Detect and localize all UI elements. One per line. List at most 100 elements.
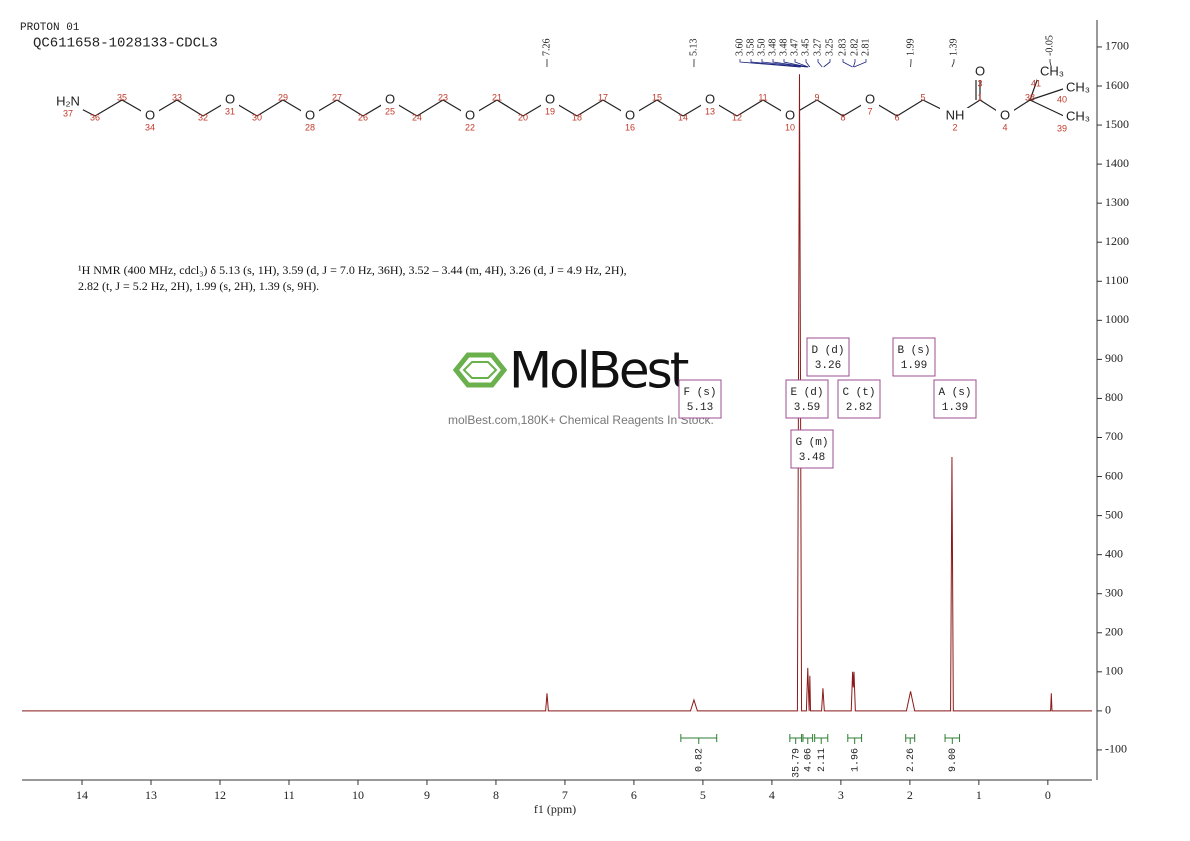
multiplet-name: F (s) xyxy=(683,387,716,399)
atom-label: O xyxy=(305,107,315,122)
atom-number: 12 xyxy=(732,112,742,122)
atom-bg xyxy=(1037,64,1067,80)
logo xyxy=(452,352,508,388)
y-tick-label: 1600 xyxy=(1105,78,1129,92)
y-tick-label: 1300 xyxy=(1105,195,1129,209)
peak-label: 3.47 xyxy=(789,39,800,57)
atom-number: 2 xyxy=(952,122,957,132)
peak-label: 3.27 xyxy=(812,39,823,57)
tagline: molBest.com,180K+ Chemical Reagents In S… xyxy=(448,413,714,427)
bond xyxy=(94,99,123,117)
multiplet-name: C (t) xyxy=(842,387,875,399)
description: ¹H NMR (400 MHz, cdcl₃) δ 5.13 (s, 1H), … xyxy=(78,263,627,293)
atom-bg xyxy=(861,92,879,108)
atom-number: 30 xyxy=(252,112,262,122)
multiplet-box xyxy=(933,379,977,419)
atom-number: 18 xyxy=(572,112,582,122)
y-tick-label: 0 xyxy=(1105,703,1111,717)
atom-number: 19 xyxy=(545,106,555,116)
atom-number: 40 xyxy=(1057,94,1067,104)
peak-label: 3.48 xyxy=(767,39,778,57)
description-box: ¹H NMR (400 MHz, cdcl₃) δ 5.13 (s, 1H), … xyxy=(78,263,627,293)
peak-label: 2.81 xyxy=(860,39,871,57)
atom-bg xyxy=(1063,80,1093,96)
integral-bracket xyxy=(905,734,916,744)
multiplet-box xyxy=(678,379,722,419)
atom-label: NH xyxy=(946,107,965,122)
atom-number: 38 xyxy=(1025,92,1035,102)
y-tick-label: 1500 xyxy=(1105,117,1129,131)
bond xyxy=(816,99,844,117)
multiplet-name: D (d) xyxy=(811,345,844,357)
y-tick-label: 400 xyxy=(1105,546,1123,560)
atom-number: 25 xyxy=(385,106,395,116)
x-tick-label: 2 xyxy=(907,788,913,802)
y-tick-label: 1400 xyxy=(1105,156,1129,170)
atom-number: 13 xyxy=(705,106,715,116)
multiplet-box xyxy=(837,379,881,419)
atom-number: 37 xyxy=(63,108,73,118)
bond xyxy=(256,99,284,117)
integral-label: 0.82 xyxy=(694,748,705,772)
atom-number: 8 xyxy=(840,112,845,122)
multiplet-shift: 3.48 xyxy=(799,452,825,464)
atom-bg xyxy=(971,64,989,80)
x-tick-label: 12 xyxy=(214,788,226,802)
bond xyxy=(736,99,764,117)
bond xyxy=(656,99,684,117)
atom-number: 9 xyxy=(814,92,819,102)
peak-leader xyxy=(1049,59,1052,68)
peak-leader xyxy=(805,59,811,68)
bond xyxy=(1029,99,1067,118)
multiplet-shift: 2.82 xyxy=(846,402,872,414)
bond xyxy=(416,99,444,117)
peak-label: -0.05 xyxy=(1044,35,1055,56)
atom-number: 28 xyxy=(305,122,315,132)
spectrum xyxy=(22,74,1092,712)
atom-bg xyxy=(781,108,799,124)
y-tick-label: 1100 xyxy=(1105,273,1129,287)
atom-number: 15 xyxy=(652,92,662,102)
atom-label: O xyxy=(705,91,715,106)
sample-id: QC611658-1028133-CDCL3 xyxy=(33,36,218,52)
atom-number: 23 xyxy=(438,92,448,102)
peak-label: 1.39 xyxy=(948,39,959,57)
atom-label: O xyxy=(225,91,235,106)
peak-leader xyxy=(783,59,808,68)
atom-label: CH₃ xyxy=(1066,108,1090,123)
atom-bg xyxy=(701,92,719,108)
peak-label: 2.83 xyxy=(837,39,848,57)
multiplet-name: B (s) xyxy=(897,345,930,357)
atom-number: 21 xyxy=(492,92,502,102)
y-tick-label: 900 xyxy=(1105,351,1123,365)
peak-leader xyxy=(761,59,807,68)
atom-number: 17 xyxy=(598,92,608,102)
bond xyxy=(896,99,924,117)
atom-bg xyxy=(301,108,319,124)
atom-number: 4 xyxy=(1002,122,1007,132)
peak-label: 7.26 xyxy=(541,39,552,57)
peak-label: 3.25 xyxy=(824,39,835,57)
atom-label: CH₃ xyxy=(1040,63,1064,78)
peak-leader xyxy=(817,59,823,68)
y-tick-label: -100 xyxy=(1105,742,1127,756)
peak-label: 3.60 xyxy=(734,39,745,57)
y-tick-label: 1200 xyxy=(1105,234,1129,248)
peak-label: 5.13 xyxy=(688,39,699,57)
integral-bracket xyxy=(802,734,814,744)
x-tick-label: 9 xyxy=(424,788,430,802)
x-tick-label: 1 xyxy=(976,788,982,802)
atom-number: 33 xyxy=(172,92,182,102)
peak-leader xyxy=(823,59,831,68)
atom-label: O xyxy=(1000,107,1010,122)
atom-number: 36 xyxy=(90,112,100,122)
atom-number: 29 xyxy=(278,92,288,102)
integral-label: 2.26 xyxy=(906,748,917,772)
y-tick-label: 1000 xyxy=(1105,312,1129,326)
integral-bracket xyxy=(680,734,718,744)
x-tick-label: 0 xyxy=(1045,788,1051,802)
atom-number: 39 xyxy=(1057,123,1067,133)
atom-number: 5 xyxy=(920,92,925,102)
integral-bracket xyxy=(944,734,961,744)
peak-leader xyxy=(772,59,808,68)
